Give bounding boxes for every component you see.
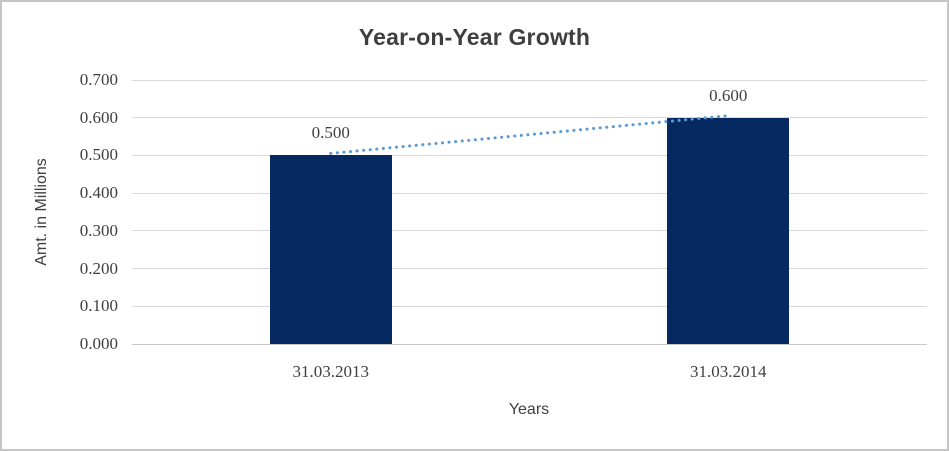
bar-data-label: 0.500 [311,123,350,143]
bar-31.03.2013 [269,155,392,344]
y-tick-label: 0.400 [79,183,118,203]
gridline [132,154,927,156]
x-tick-label: 31.03.2013 [292,362,370,381]
gridline [132,79,927,81]
x-axis-line [132,343,927,345]
y-tick-label: 0.300 [79,220,118,240]
y-tick-label: 0.700 [79,70,118,89]
gridline [132,230,927,232]
y-tick-label: 0.600 [79,107,118,127]
y-tick-label: 0.500 [79,145,118,165]
y-tick-label: 0.000 [79,334,118,353]
plot-area: 0.500 0.600 [132,79,927,345]
x-axis-title: Years [508,401,550,418]
gridline [132,268,927,270]
gridline [132,117,927,119]
gridline [132,192,927,194]
x-tick-label: 31.03.2014 [690,362,767,381]
chart-title: Year-on-Year Growth [358,24,591,50]
bar-31.03.2014 [667,117,790,344]
y-axis-title: Amt. in Millions [33,158,50,266]
bar-data-label: 0.600 [709,85,748,105]
y-tick-label: 0.200 [79,258,118,278]
trendline [329,114,730,155]
gridline [132,305,927,307]
y-tick-label: 0.100 [79,296,118,316]
